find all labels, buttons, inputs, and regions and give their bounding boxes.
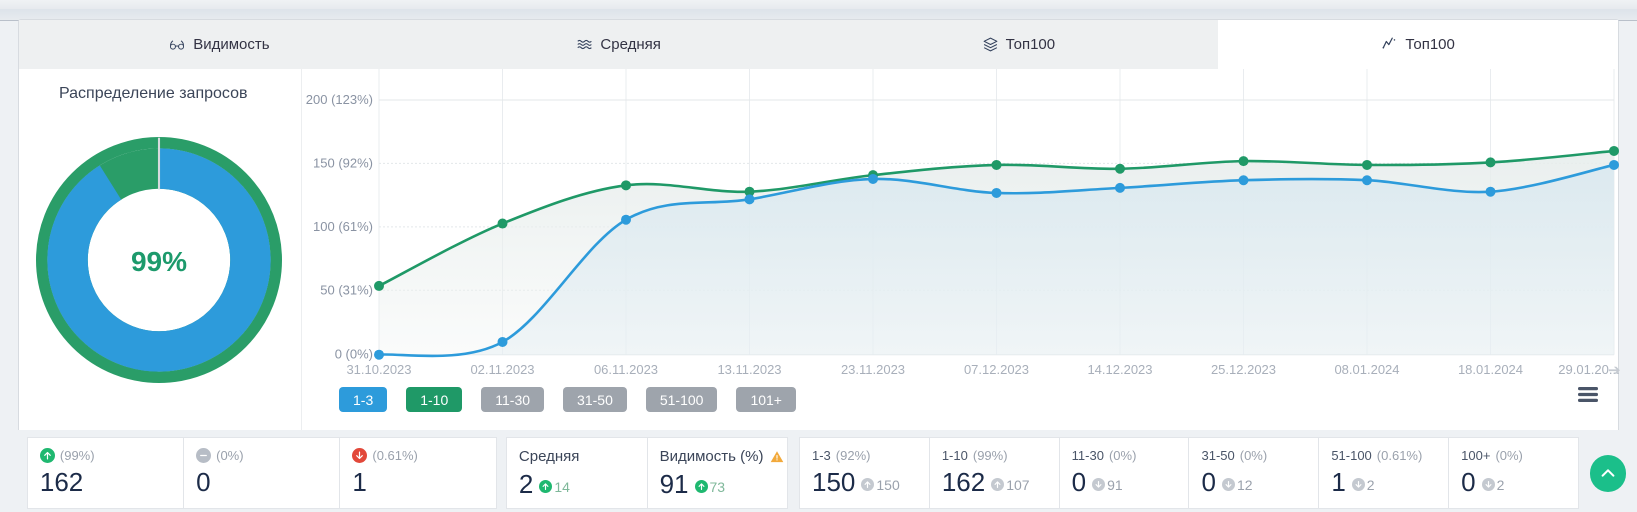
svg-text:02.11.2023: 02.11.2023 <box>470 362 534 377</box>
svg-text:100 (61%): 100 (61%) <box>313 219 373 234</box>
svg-text:23.11.2023: 23.11.2023 <box>841 362 905 377</box>
svg-text:150 (92%): 150 (92%) <box>313 155 373 170</box>
svg-text:50 (31%): 50 (31%) <box>320 282 373 297</box>
svg-text:08.01.2024: 08.01.2024 <box>1334 362 1399 377</box>
svg-text:14.12.2023: 14.12.2023 <box>1087 362 1152 377</box>
svg-text:07.12.2023: 07.12.2023 <box>964 362 1029 377</box>
svg-text:0 (0%): 0 (0%) <box>335 347 373 362</box>
svg-text:18.01.2024: 18.01.2024 <box>1458 362 1523 377</box>
svg-text:06.11.2023: 06.11.2023 <box>594 362 658 377</box>
svg-text:200 (123%): 200 (123%) <box>306 92 373 107</box>
svg-text:25.12.2023: 25.12.2023 <box>1211 362 1276 377</box>
svg-text:➔: ➔ <box>1608 362 1620 379</box>
svg-text:99%: 99% <box>131 246 187 277</box>
svg-text:31.10.2023: 31.10.2023 <box>346 362 411 377</box>
svg-text:13.11.2023: 13.11.2023 <box>717 362 781 377</box>
